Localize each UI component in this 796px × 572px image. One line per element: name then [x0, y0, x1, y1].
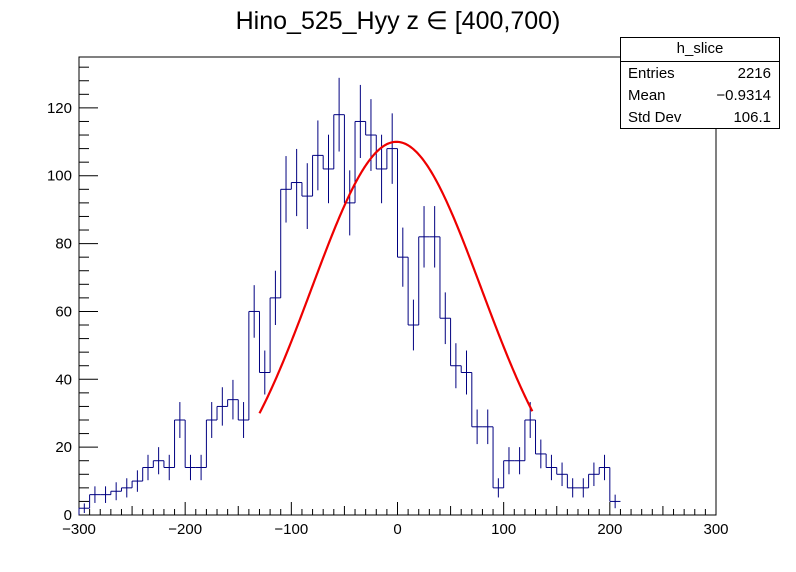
stats-box: h_slice Entries 2216 Mean −0.9314 Std De… — [620, 37, 780, 129]
fit-curve — [258, 140, 534, 414]
stats-mean-label: Mean — [628, 87, 666, 104]
x-tick-label: 0 — [393, 521, 401, 538]
stats-entries-row: Entries 2216 — [621, 62, 779, 84]
y-tick-label: 100 — [47, 168, 72, 185]
y-tick-label: 0 — [64, 507, 72, 524]
stats-stddev-value: 106.1 — [733, 109, 771, 126]
chart-title: Hino_525_Hyy z ∈ [400,700) — [235, 7, 561, 35]
x-tick-label: −300 — [62, 521, 96, 538]
x-tick-label: 200 — [597, 521, 622, 538]
x-tick-label: 300 — [703, 521, 728, 538]
x-tick-label: −100 — [274, 521, 308, 538]
y-tick-labels: 0 20 40 60 80 100 120 — [47, 100, 72, 524]
y-tick-label: 40 — [55, 371, 72, 388]
y-tick-label: 80 — [55, 236, 72, 253]
axis-ticks — [78, 66, 717, 516]
x-tick-label: −200 — [168, 521, 202, 538]
stats-stddev-label: Std Dev — [628, 109, 682, 126]
y-tick-label: 60 — [55, 303, 72, 320]
stats-mean-value: −0.9314 — [716, 87, 771, 104]
stats-mean-row: Mean −0.9314 — [621, 84, 779, 106]
y-tick-label: 20 — [55, 439, 72, 456]
y-tick-label: 120 — [47, 100, 72, 117]
error-bars — [83, 77, 616, 514]
stats-stddev-row: Std Dev 106.1 — [621, 106, 779, 128]
x-tick-label: 100 — [491, 521, 516, 538]
x-tick-labels: −300 −200 −100 0 100 200 300 — [62, 521, 728, 538]
stats-box-name: h_slice — [621, 38, 779, 62]
stats-entries-value: 2216 — [737, 65, 771, 82]
stats-entries-label: Entries — [628, 65, 675, 82]
